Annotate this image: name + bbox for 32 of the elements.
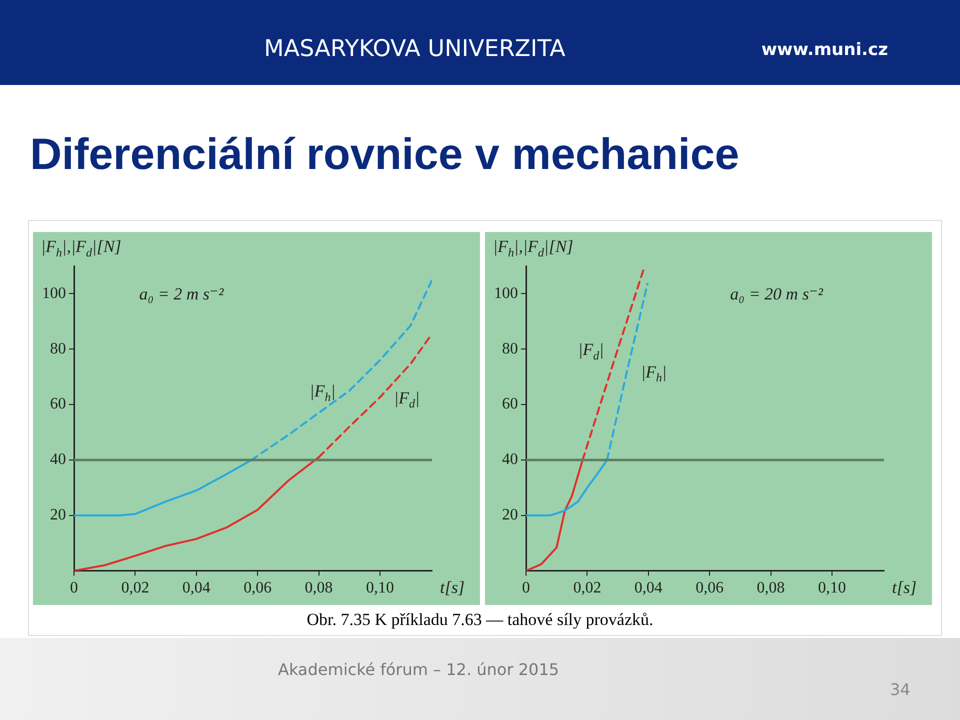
chart-title: Diferenciální rovnice v mechanice [30,130,740,180]
x-tick-label: 0,02 [573,580,602,597]
x-tick-label: 0,06 [696,580,724,597]
text: Obr. 7.35 K příkladu 7.63 — tahové síly provázků. [306,610,654,630]
y-tick-label: 60 [502,396,518,413]
x-tick-label: 0,04 [634,580,662,597]
text: 34 [890,680,910,699]
x-axis-title: t[s] [892,578,917,597]
y-tick-label: 80 [50,340,66,358]
y-tick-label: 80 [502,340,518,358]
text: MASARYKOVA UNIVERZITA [264,36,566,62]
text: Akademické fórum – 12. únor 2015 [278,660,560,679]
text: www.muni.cz [761,40,888,60]
y-tick-label: 20 [502,506,518,524]
x-tick-label: 0,10 [818,580,846,597]
x-tick-label: 0 [70,580,78,597]
y-tick-label: 60 [50,396,66,413]
x-tick-label: 0,10 [366,580,394,597]
y-tick-label: 40 [502,451,518,468]
x-tick-label: 0 [522,580,530,597]
x-tick-label: 0,06 [244,580,272,597]
x-tick-label: 0,04 [182,580,210,597]
y-tick-label: 100 [42,284,66,302]
y-tick-label: 40 [50,451,66,468]
x-axis-title: t[s] [440,578,465,597]
annotation: a₀ = 20 m s⁻² [730,284,824,304]
annotation: a₀ = 2 m s⁻² [139,284,224,304]
y-tick-label: 100 [494,284,518,302]
x-tick-label: 0,08 [756,580,785,597]
y-tick-label: 20 [50,506,66,524]
x-tick-label: 0,02 [121,580,150,597]
x-tick-label: 0,08 [304,580,333,597]
